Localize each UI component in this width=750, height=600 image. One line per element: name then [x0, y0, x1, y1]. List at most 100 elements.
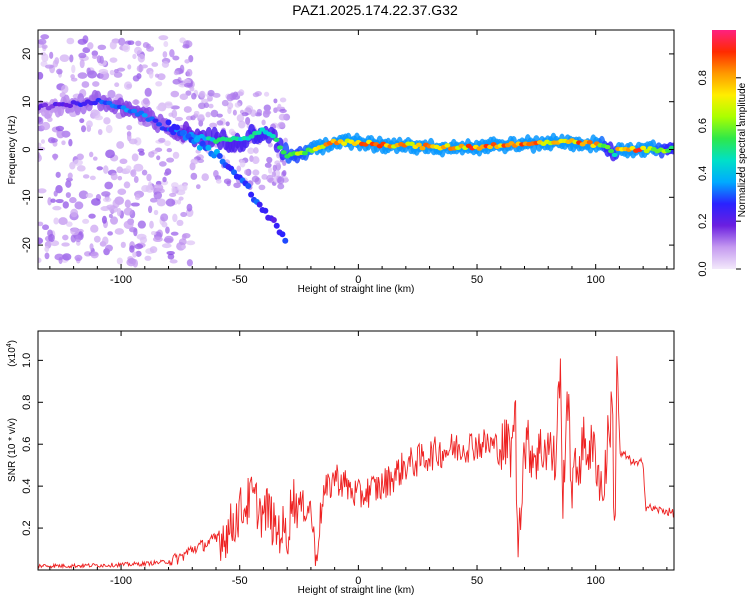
- noise-blob: [181, 244, 187, 250]
- noise-blob: [277, 176, 285, 185]
- noise-blob: [279, 108, 287, 114]
- ridge-mark: [259, 127, 266, 132]
- noise-blob: [165, 226, 170, 234]
- noise-blob: [126, 132, 132, 142]
- noise-blob: [82, 35, 89, 44]
- noise-blob: [138, 151, 145, 156]
- noise-blob: [113, 71, 123, 78]
- noise-blob: [67, 172, 73, 179]
- ridge-mark: [248, 134, 255, 139]
- colorbar-tick-label: 0.0: [697, 261, 709, 276]
- noise-blob: [116, 141, 125, 149]
- ridge-mark: [91, 100, 98, 106]
- noise-blob: [190, 172, 198, 180]
- noise-blob: [128, 138, 138, 145]
- noise-blob: [172, 78, 181, 85]
- noise-blob: [186, 259, 193, 267]
- noise-blob: [38, 237, 44, 245]
- noise-blob: [107, 89, 116, 99]
- noise-blob: [92, 81, 100, 87]
- noise-blob: [183, 82, 193, 88]
- noise-blob: [264, 162, 272, 168]
- noise-blob: [130, 169, 137, 178]
- noise-blob: [164, 140, 171, 147]
- ridge-mark: [640, 145, 647, 151]
- noise-blob: [110, 216, 119, 225]
- noise-blob: [247, 147, 255, 155]
- noise-blob: [110, 172, 118, 181]
- noise-blob: [90, 224, 99, 233]
- ridge-mark: [604, 144, 611, 150]
- noise-blob: [195, 184, 201, 190]
- noise-blob: [139, 236, 148, 244]
- noise-blob: [74, 201, 84, 210]
- snr-y-ticks: 0.2 0.4 0.6 0.8 1.0: [21, 353, 674, 536]
- noise-blob: [181, 233, 187, 241]
- snr-y-multiplier: (x104): [6, 340, 18, 367]
- noise-blob: [236, 114, 245, 123]
- noise-blob: [241, 112, 249, 117]
- noise-blob: [144, 87, 152, 97]
- noise-blob: [116, 207, 122, 217]
- noise-blob: [65, 192, 71, 198]
- noise-blob: [172, 151, 180, 159]
- noise-blob: [236, 165, 242, 172]
- noise-blob: [169, 49, 175, 58]
- noise-blob: [38, 154, 42, 163]
- noise-blob: [199, 90, 206, 99]
- noise-blob: [182, 183, 188, 191]
- noise-blob: [176, 199, 182, 205]
- y-tick-label: 10: [21, 96, 33, 108]
- noise-blob: [226, 180, 231, 187]
- noise-blob: [148, 151, 155, 158]
- noise-blob: [132, 53, 137, 60]
- noise-blob: [135, 40, 142, 47]
- noise-blob: [88, 213, 96, 219]
- noise-blob: [210, 109, 219, 118]
- noise-blob: [114, 82, 120, 88]
- noise-blob: [226, 102, 234, 110]
- noise-blob: [256, 108, 263, 116]
- noise-blob: [179, 93, 189, 100]
- noise-blob: [44, 246, 50, 253]
- noise-blob: [156, 155, 161, 161]
- noise-blob: [201, 173, 209, 182]
- noise-blob: [118, 37, 126, 46]
- noise-blob: [153, 191, 163, 200]
- noise-blob: [119, 158, 128, 165]
- ridge-mark: [280, 150, 287, 155]
- noise-blob: [277, 121, 286, 128]
- noise-blob: [185, 90, 192, 96]
- noise-blob: [47, 197, 52, 206]
- y-tick-label: 1.0: [21, 353, 33, 368]
- noise-blob: [40, 34, 50, 40]
- y-tick-label: -20: [21, 237, 33, 253]
- noise-blob: [38, 188, 47, 194]
- noise-blob: [66, 37, 75, 45]
- noise-blob: [183, 106, 192, 113]
- noise-blob: [186, 68, 193, 77]
- noise-blob: [68, 138, 73, 147]
- ridge-mark: [131, 108, 138, 114]
- noise-blob: [70, 208, 78, 218]
- noise-blob: [56, 129, 65, 139]
- noise-blob: [193, 110, 200, 116]
- noise-blob: [258, 184, 266, 191]
- snr-panel: -100 -50 0 50 100 0.2 0.4 0.6 0.8 1.0 Height of …: [6, 330, 675, 596]
- y-tick-label: 0.6: [21, 437, 33, 452]
- noise-blob: [170, 231, 179, 236]
- ridge-mark: [341, 141, 348, 146]
- branch-mark: [231, 169, 238, 176]
- branch-mark: [216, 152, 223, 159]
- noise-blob: [125, 165, 132, 172]
- noise-blob: [176, 219, 184, 227]
- noise-blob: [97, 128, 103, 136]
- spectrogram-x-ticks: -100 -50 0 50 100: [49, 30, 668, 286]
- ridge-mark: [668, 145, 674, 151]
- spectrogram-y-axis-label: Frequency (Hz): [7, 116, 18, 185]
- noise-blob: [156, 105, 164, 111]
- chart-title: PAZ1.2025.174.22.37.G32: [292, 2, 458, 18]
- noise-blob: [261, 119, 266, 126]
- noise-blob: [137, 220, 146, 229]
- noise-blob: [182, 44, 190, 49]
